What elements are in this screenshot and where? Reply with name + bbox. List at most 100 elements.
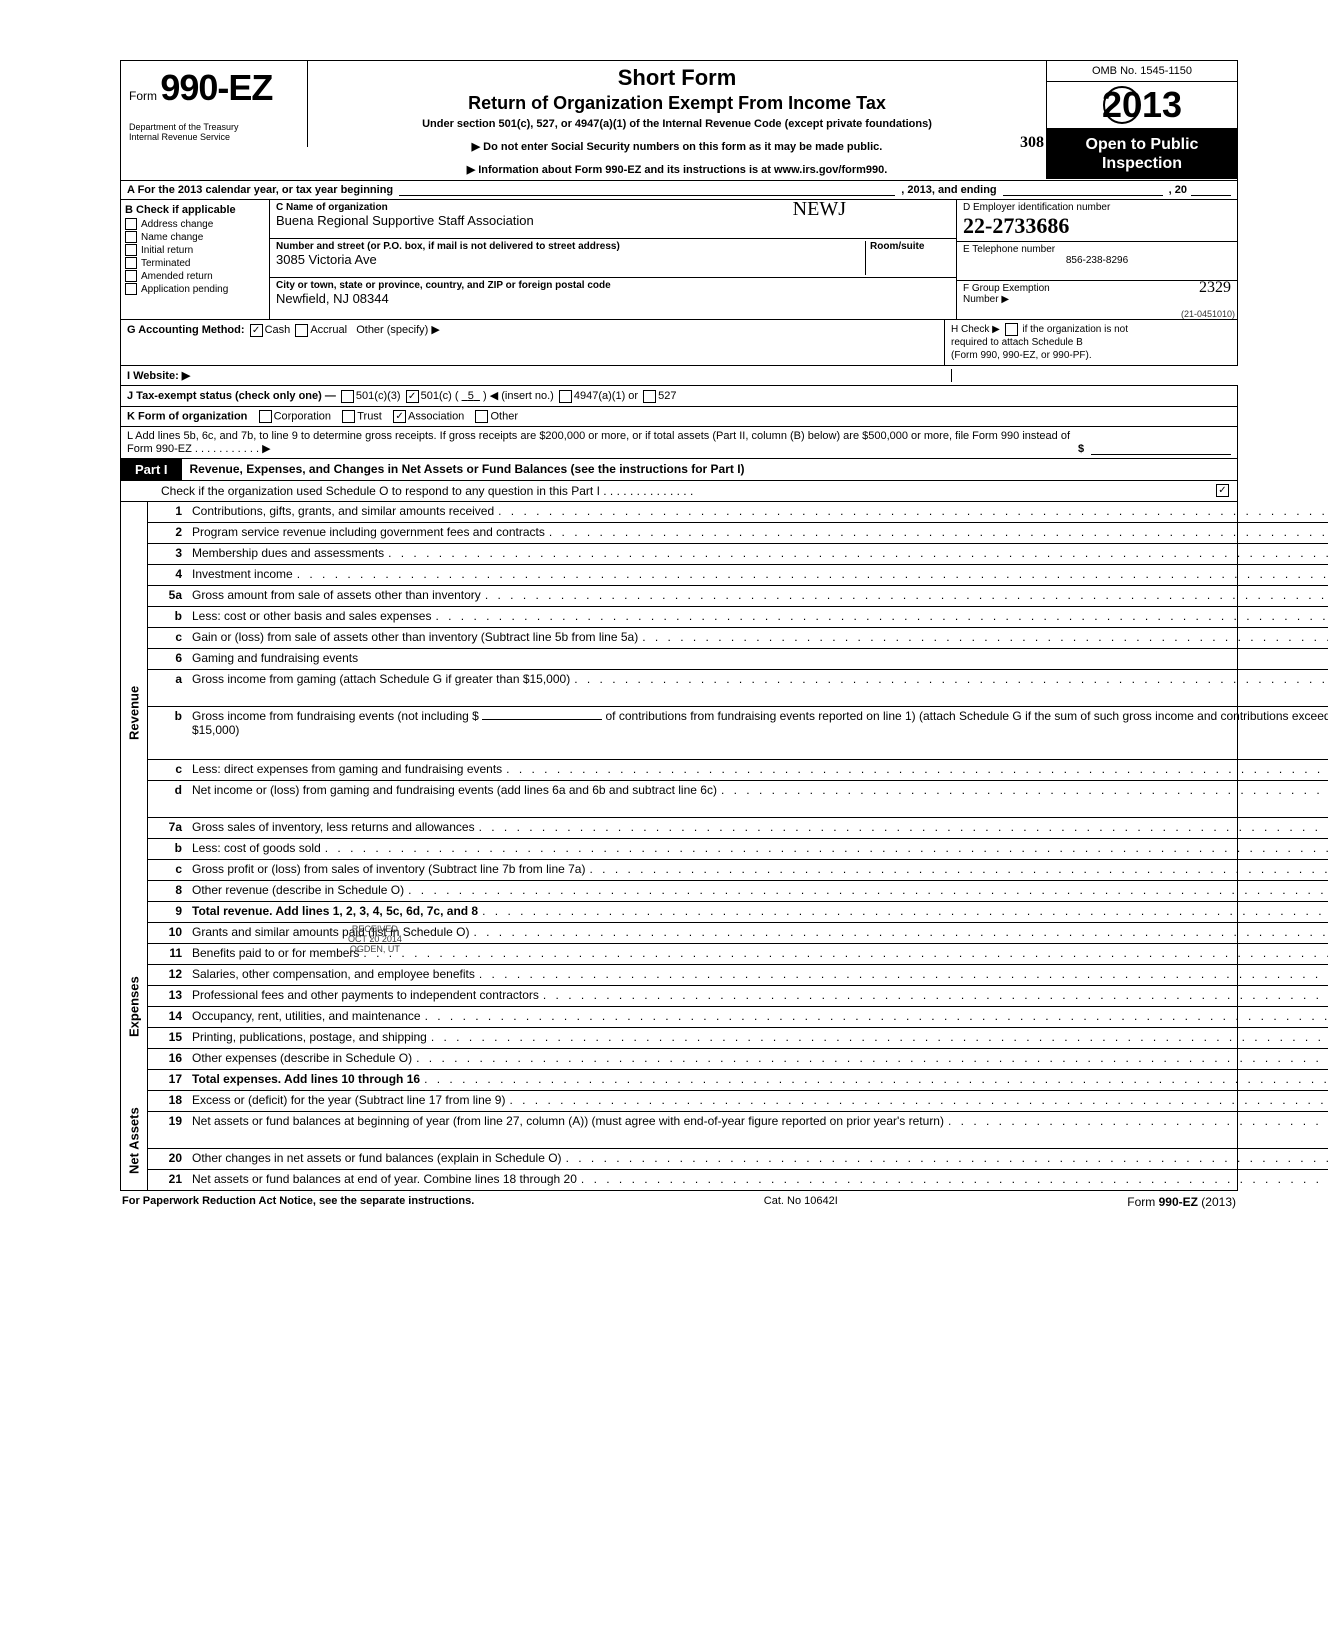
ln-13: 13 [148, 986, 188, 1006]
ln-6: 6 [148, 649, 188, 669]
chk-korg-other[interactable] [475, 410, 488, 423]
t-6c: Less: direct expenses from gaming and fu… [192, 762, 506, 776]
form-number-box: Form 990-EZ Department of the Treasury I… [121, 61, 308, 147]
ln-7a: 7a [148, 818, 188, 838]
part1-checkrow: Check if the organization used Schedule … [121, 481, 1237, 502]
title-box: Short Form Return of Organization Exempt… [308, 61, 1046, 180]
ln-18: 18 [148, 1091, 188, 1111]
stamp-l3: OGDEN, UT [348, 945, 402, 955]
f-label2: Number ▶ [963, 294, 1009, 305]
t-21: Net assets or fund balances at end of ye… [192, 1172, 581, 1186]
chk-amended[interactable] [125, 270, 137, 282]
t-6b: Gross income from fundraising events (no… [192, 709, 479, 723]
col-b-hdr: B Check if applicable [125, 204, 265, 216]
side-revenue: Revenue [121, 502, 148, 923]
l-text: L Add lines 5b, 6c, and 7b, to line 9 to… [127, 430, 1071, 455]
c-name-val: Buena Regional Supportive Staff Associat… [276, 213, 534, 228]
t-11: Benefits paid to or for members [192, 946, 363, 960]
part1-check-mark: ✓ [1218, 485, 1226, 496]
f-stamp: (21-0451010) [1181, 309, 1235, 319]
t-7b: Less: cost of goods sold [192, 841, 325, 855]
ln-6b: b [148, 707, 188, 759]
title-return: Return of Organization Exempt From Incom… [314, 93, 1040, 114]
t-16: Other expenses (describe in Schedule O) [192, 1051, 416, 1065]
lbl-trust: Trust [357, 410, 382, 422]
chk-trust[interactable] [342, 410, 355, 423]
h-label-bot: required to attach Schedule B [951, 337, 1083, 348]
ln-19: 19 [148, 1112, 188, 1148]
chk-527[interactable] [643, 390, 656, 403]
ln-1: 1 [148, 502, 188, 522]
t-5c: Gain or (loss) from sale of assets other… [192, 630, 642, 644]
omb-number: OMB No. 1545-1150 [1047, 61, 1237, 82]
chk-pending[interactable] [125, 283, 137, 295]
year-3: 3 [1162, 84, 1182, 126]
side-expenses: Expenses [121, 923, 148, 1091]
chk-initial[interactable] [125, 244, 137, 256]
form-header: Form 990-EZ Department of the Treasury I… [120, 60, 1238, 180]
chk-cash[interactable]: ✓ [250, 324, 263, 337]
form-number: 990-EZ [160, 67, 272, 108]
row-k: K Form of organization Corporation Trust… [120, 406, 1238, 426]
lbl-assoc: Association [408, 410, 464, 422]
d-val: 22-2733686 [963, 213, 1231, 239]
chk-501c[interactable]: ✓ [406, 390, 419, 403]
part1-check-box[interactable]: ✓ [1216, 484, 1229, 497]
footer-mid: Cat. No 10642I [764, 1195, 838, 1209]
lbl-pending: Application pending [141, 284, 228, 295]
open-line1: Open to Public [1051, 135, 1233, 154]
part1-check-text: Check if the organization used Schedule … [161, 484, 1208, 498]
ln-5c: c [148, 628, 188, 648]
t-15: Printing, publications, postage, and shi… [192, 1030, 431, 1044]
t-5b: Less: cost or other basis and sales expe… [192, 609, 435, 623]
e-label: E Telephone number [963, 244, 1231, 255]
lbl-501c-ins: ) ◀ (insert no.) [483, 390, 554, 402]
chk-4947[interactable] [559, 390, 572, 403]
c-city-label: City or town, state or province, country… [276, 280, 950, 291]
501c-num: 5 [468, 390, 474, 402]
chk-assoc[interactable]: ✓ [393, 410, 406, 423]
row-a: A For the 2013 calendar year, or tax yea… [120, 180, 1238, 199]
chk-terminated[interactable] [125, 257, 137, 269]
ln-21: 21 [148, 1170, 188, 1190]
t-10: Grants and similar amounts paid (list in… [192, 925, 473, 939]
col-def: D Employer identification number 22-2733… [956, 200, 1237, 319]
t-6d: Net income or (loss) from gaming and fun… [192, 783, 721, 797]
lbl-527: 527 [658, 390, 676, 402]
chk-accrual[interactable] [295, 324, 308, 337]
t-14: Occupancy, rent, utilities, and maintena… [192, 1009, 425, 1023]
c-city-val: Newfield, NJ 08344 [276, 291, 950, 306]
chk-name[interactable] [125, 231, 137, 243]
t-17: Total expenses. Add lines 10 through 16 [192, 1072, 420, 1086]
lbl-corp: Corporation [274, 410, 331, 422]
year-box: 2013 [1047, 82, 1237, 129]
ln-15: 15 [148, 1028, 188, 1048]
section-bcd: B Check if applicable Address change Nam… [120, 199, 1238, 319]
row-a-end: , 20 [1169, 184, 1187, 196]
c-name-label: C Name of organization [276, 202, 950, 213]
chk-501c3[interactable] [341, 390, 354, 403]
title-short-form: Short Form [314, 65, 1040, 91]
part1-title: Revenue, Expenses, and Changes in Net As… [182, 459, 1237, 480]
chk-corp[interactable] [259, 410, 272, 423]
year-20: 20 [1103, 86, 1141, 124]
ln-7b: b [148, 839, 188, 859]
ln-6d: d [148, 781, 188, 817]
g-label: G Accounting Method: [127, 324, 245, 336]
t-13: Professional fees and other payments to … [192, 988, 543, 1002]
lbl-korg-other: Other [490, 410, 518, 422]
chk-address[interactable] [125, 218, 137, 230]
row-l: L Add lines 5b, 6c, and 7b, to line 9 to… [120, 426, 1238, 458]
row-gh: G Accounting Method: ✓Cash Accrual Other… [120, 319, 1238, 365]
ln-5a: 5a [148, 586, 188, 606]
t-8: Other revenue (describe in Schedule O) [192, 883, 408, 897]
ln-11: 11 [148, 944, 188, 964]
t-20: Other changes in net assets or fund bala… [192, 1151, 566, 1165]
year-1: 1 [1142, 84, 1162, 126]
footer-right: 990-EZ [1159, 1195, 1198, 1209]
lbl-other: Other (specify) ▶ [356, 324, 440, 336]
open-line2: Inspection [1051, 154, 1233, 173]
lbl-501c3: 501(c)(3) [356, 390, 401, 402]
chk-h[interactable] [1005, 323, 1018, 336]
ln-3: 3 [148, 544, 188, 564]
